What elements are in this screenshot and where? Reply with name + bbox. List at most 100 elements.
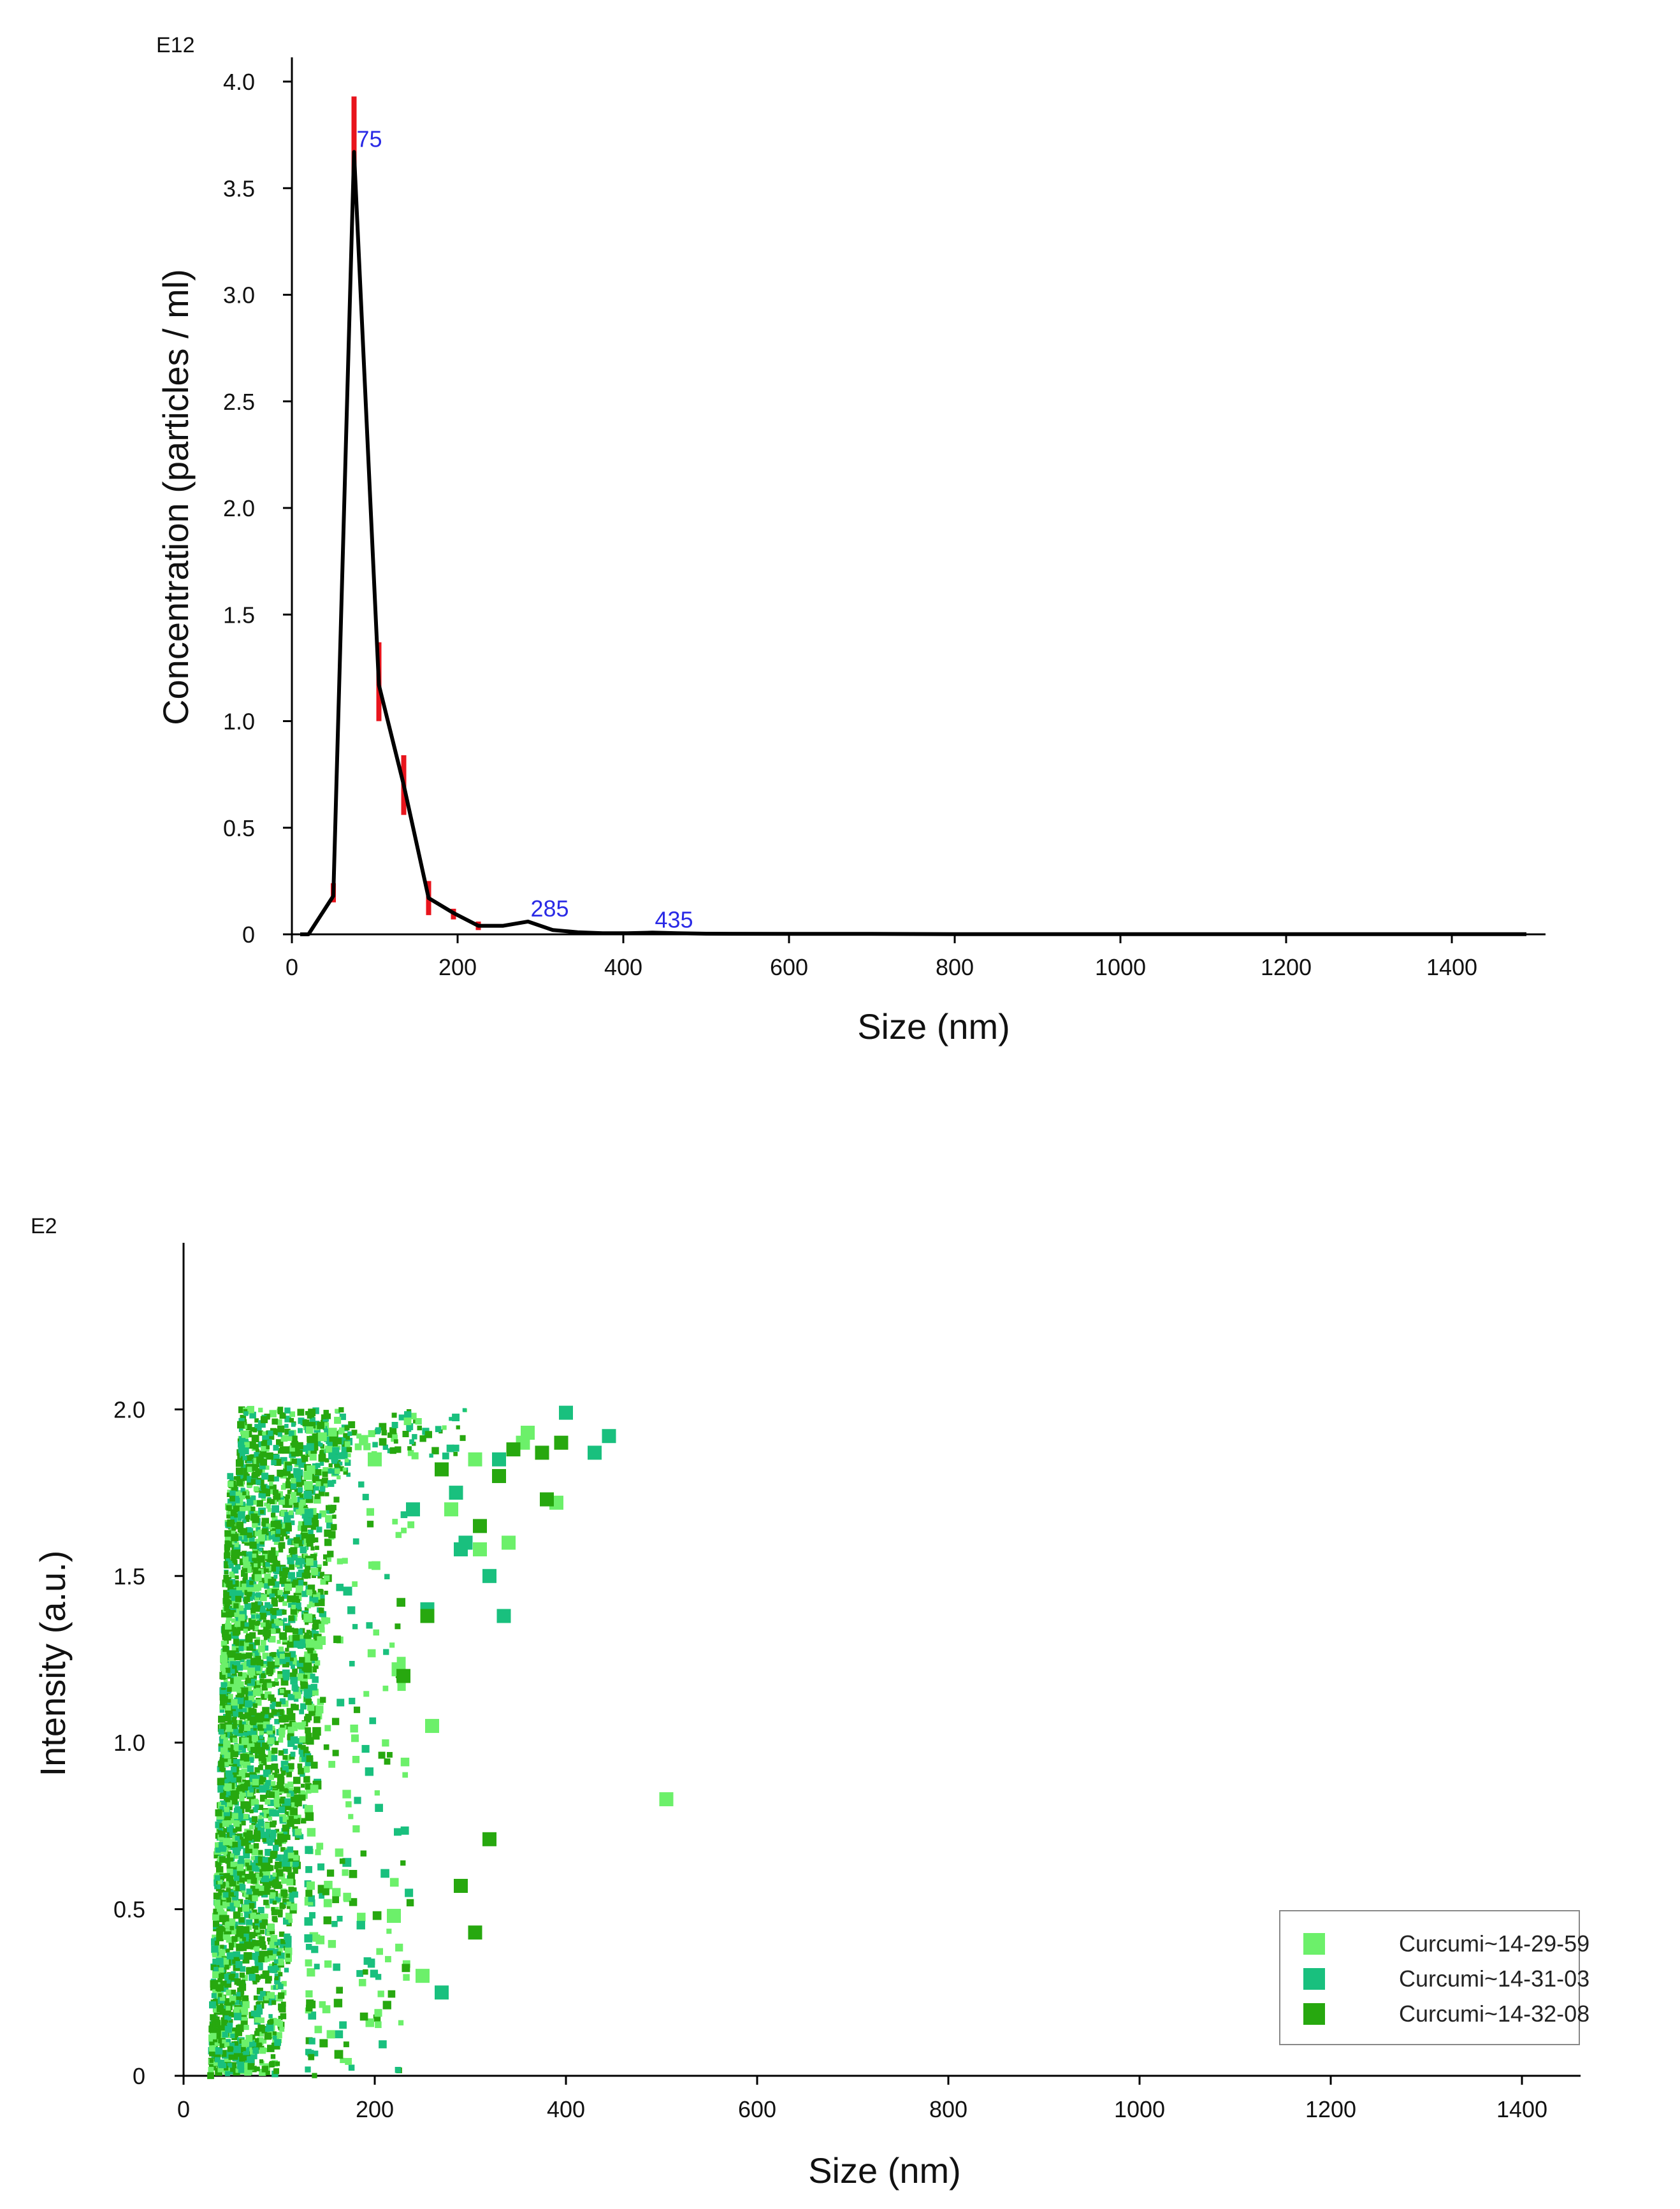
scatter-point — [235, 1459, 243, 1467]
scatter-point — [250, 1506, 256, 1512]
scatter-point — [442, 1425, 447, 1430]
scatter-point — [224, 1681, 229, 1687]
scatter-point — [271, 1547, 276, 1553]
scatter-point — [287, 1727, 294, 1734]
scatter-point — [278, 1544, 282, 1548]
scatter-point — [243, 1411, 249, 1416]
scatter-point — [284, 1933, 291, 1940]
scatter-point — [289, 1564, 295, 1570]
scatter-point — [270, 1948, 279, 1957]
scatter-point — [246, 1498, 254, 1506]
scatter-point — [305, 1890, 313, 1897]
scatter-point — [225, 1925, 231, 1932]
scatter-point — [287, 1894, 291, 1898]
scatter-point — [283, 1674, 290, 1681]
scatter-point — [251, 1435, 259, 1442]
scatter-point — [337, 1698, 345, 1707]
scatter-point — [212, 1920, 219, 1927]
legend-label-2: Curcumi~14-31-03 — [1399, 1966, 1589, 1992]
scatter-point — [368, 1561, 376, 1569]
scatter-point — [277, 1947, 283, 1954]
y-tick-label: 1.0 — [113, 1730, 145, 1756]
scatter-point — [379, 1438, 387, 1446]
scatter-point — [317, 1863, 325, 1871]
scatter-point — [252, 1940, 259, 1948]
scatter-point — [324, 1492, 329, 1496]
scatter-point — [236, 1720, 242, 1725]
scatter-point — [211, 1945, 219, 1953]
scatter-point — [309, 1453, 317, 1461]
scatter-point — [305, 1788, 312, 1794]
scatter-point — [306, 1523, 312, 1528]
scatter-point — [270, 1725, 275, 1731]
scatter-point — [299, 1656, 305, 1663]
scatter-point — [400, 1757, 410, 1767]
scatter-point — [240, 1528, 247, 1535]
scatter-point — [244, 1937, 249, 1942]
scatter-point — [237, 1839, 243, 1845]
scatter-point — [248, 1756, 254, 1764]
scatter-point — [296, 1572, 302, 1578]
scatter-point — [331, 1505, 337, 1510]
scatter-point — [310, 1653, 318, 1661]
scatter-point — [218, 2020, 224, 2027]
scatter-point — [293, 1776, 301, 1785]
scatter-point — [312, 2050, 319, 2057]
scatter-point — [328, 1428, 337, 1437]
scatter-point — [314, 1640, 323, 1649]
scatter-point — [261, 1684, 268, 1691]
scatter-point — [252, 1909, 257, 1915]
scatter-point — [245, 1807, 250, 1813]
scatter-point — [308, 1912, 315, 1919]
scatter-point — [222, 1635, 227, 1640]
scatter-point — [308, 1409, 316, 1417]
scatter-point — [226, 1989, 232, 1996]
scatter-point — [452, 1444, 460, 1452]
scatter-point — [238, 1441, 244, 1447]
scatter-point — [229, 1589, 236, 1597]
scatter-point — [333, 1963, 340, 1971]
scatter-point — [229, 1995, 236, 2003]
scatter-point — [286, 1793, 291, 1798]
scatter-point — [263, 1887, 270, 1895]
scatter-point — [257, 1827, 262, 1831]
scatter-point — [274, 1567, 282, 1575]
scatter-point — [254, 1574, 262, 1581]
scatter-point — [285, 1481, 293, 1489]
scatter-point — [456, 1425, 460, 1430]
scatter-point — [219, 1806, 224, 1811]
scatter-point — [300, 1818, 307, 1824]
scatter-point — [262, 1970, 270, 1978]
scatter-point — [243, 2025, 249, 2031]
scatter-point — [302, 1642, 309, 1648]
scatter-point — [266, 1857, 273, 1864]
scatter-point — [337, 1475, 341, 1480]
scatter-point — [222, 1631, 228, 1637]
scatter-point — [247, 1475, 254, 1483]
scatter-point — [246, 1644, 254, 1651]
scatter-point — [602, 1429, 616, 1444]
scatter-point — [260, 1913, 268, 1920]
scatter-point — [242, 2047, 250, 2055]
scatter-point — [342, 1790, 351, 1799]
scatter-point — [307, 1436, 313, 1442]
scatter-point — [228, 2054, 235, 2061]
scatter-point — [255, 1914, 261, 1921]
scatter-point — [338, 1466, 344, 1472]
scatter-point — [270, 2054, 276, 2059]
scatter-point — [257, 2024, 265, 2032]
scatter-point — [305, 2048, 312, 2055]
scatter-point — [258, 1753, 266, 1762]
scatter-point — [238, 1406, 245, 1414]
scatter-point — [226, 1615, 232, 1621]
scatter-point — [286, 1901, 291, 1906]
scatter-point — [257, 1821, 264, 1829]
scatter-point — [237, 1987, 245, 1995]
scatter-point — [324, 1445, 333, 1453]
scatter-point — [392, 1519, 398, 1525]
scatter-point — [272, 1968, 277, 1973]
scatter-point — [393, 1439, 398, 1444]
scatter-point — [208, 2001, 217, 2009]
scatter-point — [232, 1835, 237, 1840]
scatter-point — [257, 1850, 263, 1856]
